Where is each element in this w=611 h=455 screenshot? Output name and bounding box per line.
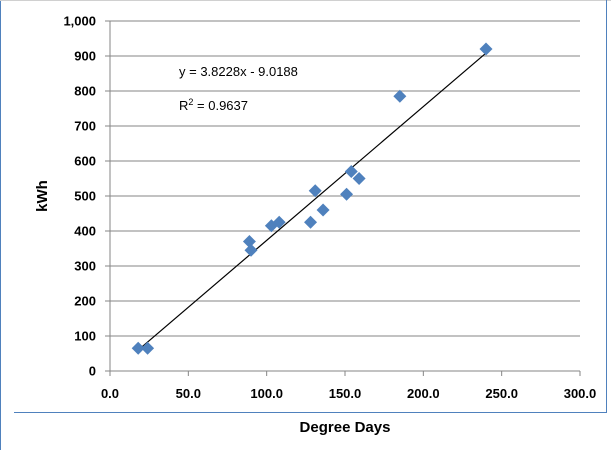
r-squared-value: = 0.9637 [193,98,248,113]
y-tick-label: 700 [74,119,96,134]
y-tick-label: 100 [74,329,96,344]
x-tick-label: 300.0 [564,386,597,401]
data-point [316,203,330,217]
y-tick-label: 900 [74,49,96,64]
y-tick-label: 300 [74,259,96,274]
trendline-group [137,52,487,351]
y-tick-label: 500 [74,189,96,204]
data-point [272,215,286,229]
data-points [131,42,493,355]
data-point [352,172,366,185]
y-tick-label: 200 [74,294,96,309]
data-point [304,215,318,229]
data-point [393,89,407,103]
y-tick-label: 800 [74,84,96,99]
y-axis-title: kWh [34,180,51,212]
r-squared-symbol: R [179,98,188,113]
x-tick-label: 100.0 [250,386,283,401]
data-point [308,184,322,198]
y-tick-label: 400 [74,224,96,239]
x-tick-label: 0.0 [101,386,119,401]
data-point [244,243,258,257]
r-squared-label: R2 = 0.9637 [179,97,248,113]
data-point [131,341,145,355]
y-tick-label: 0 [89,364,96,379]
data-point [340,187,354,201]
data-point [242,235,256,248]
x-tick-label: 50.0 [176,386,201,401]
y-tick-label: 1,000 [63,14,96,29]
data-point [344,165,358,178]
y-tick-labels: 0 100 200 300 400 500 600 700 800 900 1,000 [63,14,96,379]
data-point [141,341,155,355]
x-tick-labels: 0.0 50.0 100.0 150.0 200.0 250.0 300.0 [101,386,596,401]
x-tick-label: 200.0 [407,386,440,401]
axes [109,21,580,372]
r-squared-exponent: 2 [188,97,193,107]
x-tick-label: 250.0 [485,386,518,401]
data-point [479,42,493,56]
trendline-equation: y = 3.8228x - 9.0188 [179,64,298,79]
y-tick-label: 600 [74,154,96,169]
x-axis-title: Degree Days [300,419,391,436]
trendline [137,52,487,351]
x-tick-label: 150.0 [329,386,362,401]
